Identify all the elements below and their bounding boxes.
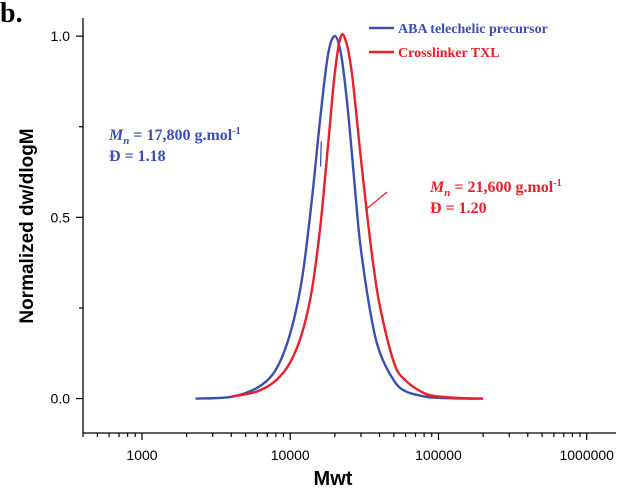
legend: ABA telechelic precursor Crosslinker TXL (369, 22, 548, 61)
annotation-pointer (319, 141, 322, 167)
annotation-layer: Mn = 17,800 g.mol-1Đ = 1.18 Mn = 21,600 g… (108, 126, 562, 217)
legend-label: Crosslinker TXL (398, 46, 500, 61)
series-line-1 (195, 34, 484, 400)
panel-label: b. (0, 0, 23, 29)
x-tick-label: 100000 (415, 447, 462, 463)
y-ticks: 0.0 0.5 1.0 (51, 28, 83, 407)
x-tick-label: 1000 (126, 447, 157, 463)
y-axis-label: Normalized dw/dlogM (17, 128, 38, 323)
annotation-pointer (364, 191, 388, 211)
y-tick-label: 0.5 (51, 209, 71, 225)
series-layer (195, 33, 484, 400)
dispersity-annotation: Đ = 1.18 (109, 148, 166, 165)
legend-label: ABA telechelic precursor (398, 22, 548, 37)
mn-annotation: Mn = 21,600 g.mol-1 (429, 178, 562, 199)
mn-annotation: Mn = 17,800 g.mol-1 (108, 126, 241, 147)
y-tick-label: 1.0 (51, 28, 71, 44)
x-tick-label: 1000000 (559, 447, 614, 463)
y-tick-label: 0.0 (51, 391, 71, 407)
x-ticks: 1000 10000 100000 1000000 (82, 433, 614, 463)
x-axis-label: Mwt (314, 468, 353, 490)
dispersity-annotation: Đ = 1.20 (430, 200, 487, 217)
x-tick-label: 10000 (271, 447, 310, 463)
series-line-2 (231, 33, 484, 400)
